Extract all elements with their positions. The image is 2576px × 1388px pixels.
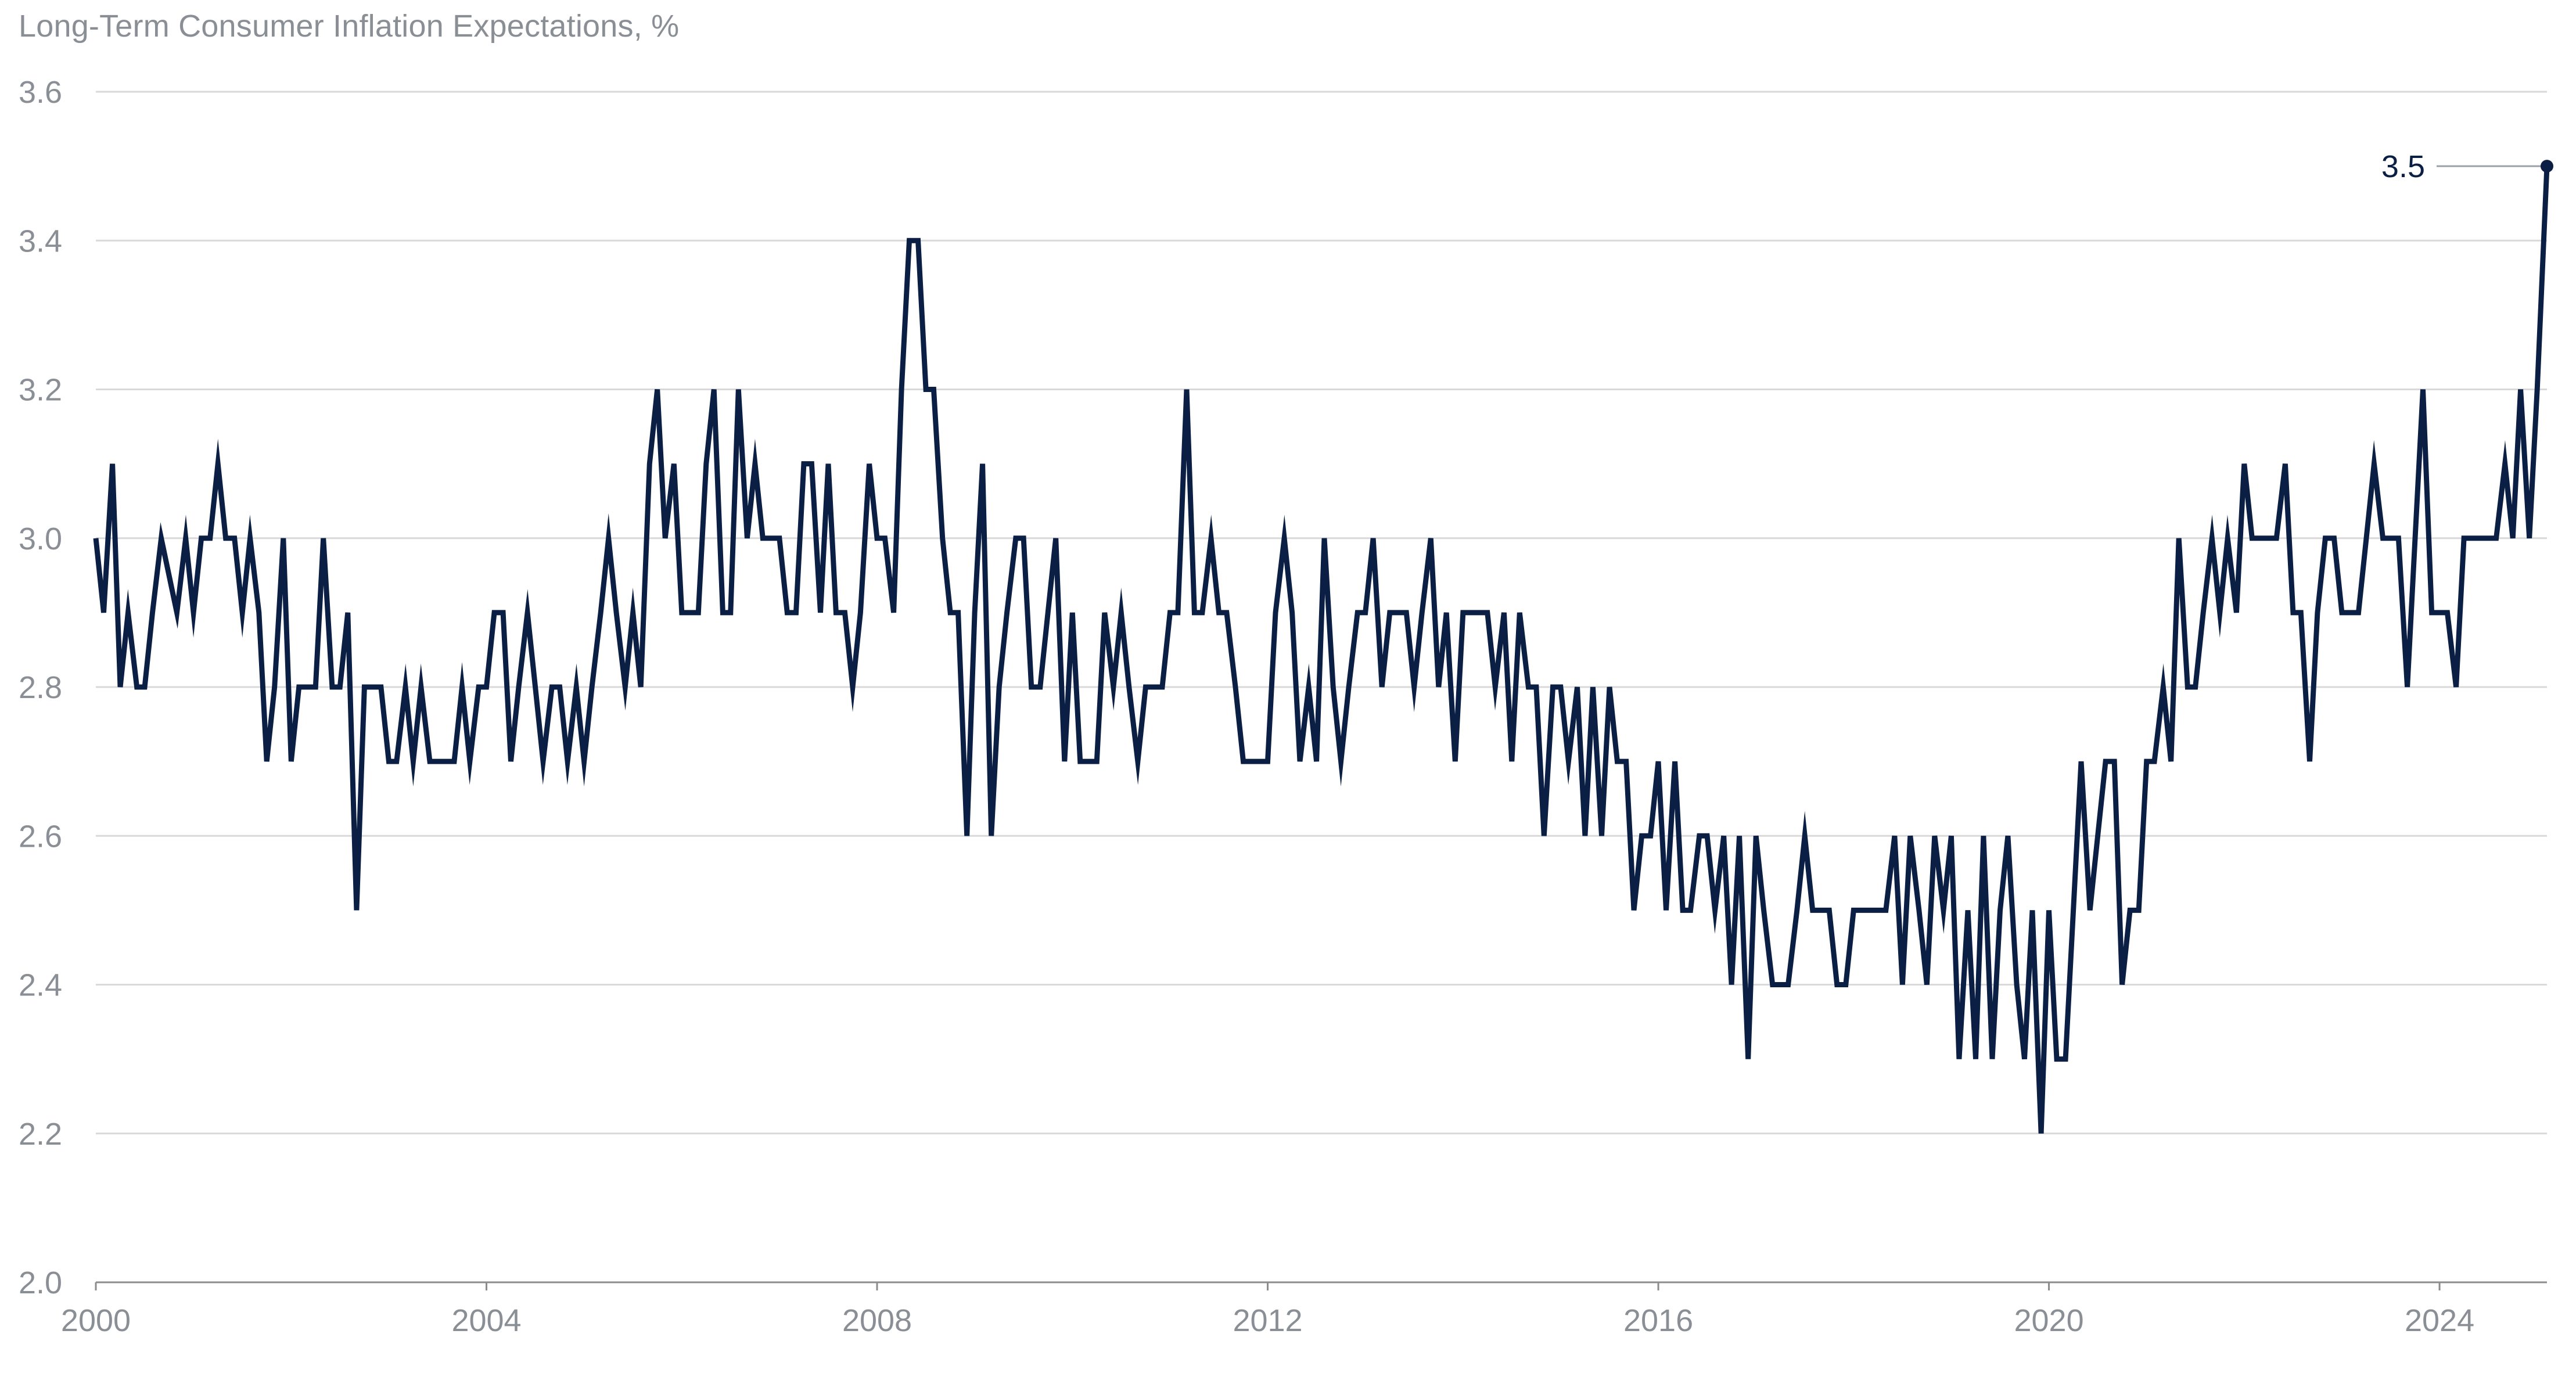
y-tick-label: 2.0 bbox=[19, 1265, 62, 1300]
y-tick-label: 2.2 bbox=[19, 1117, 62, 1152]
annotation: 3.5 bbox=[2381, 149, 2553, 184]
x-tick-label: 2004 bbox=[451, 1303, 521, 1338]
y-tick-label: 3.0 bbox=[19, 522, 62, 556]
chart-title: Long-Term Consumer Inflation Expectation… bbox=[19, 9, 680, 44]
x-tick-label: 2000 bbox=[61, 1303, 131, 1338]
x-tick-label: 2008 bbox=[842, 1303, 912, 1338]
y-tick-label: 3.6 bbox=[19, 75, 62, 110]
series-layer bbox=[93, 166, 2550, 1134]
y-axis-ticks: 2.0 2.2 2.4 2.6 2.8 3.0 3.2 3.4 3.6 bbox=[19, 75, 62, 1300]
y-tick-label: 2.6 bbox=[19, 819, 62, 854]
y-tick-label: 3.2 bbox=[19, 373, 62, 408]
x-tick-label: 2024 bbox=[2405, 1303, 2474, 1338]
series-line bbox=[93, 166, 2550, 1134]
x-tick-label: 2016 bbox=[1623, 1303, 1693, 1338]
annotation-label: 3.5 bbox=[2381, 149, 2425, 184]
y-tick-label: 2.4 bbox=[19, 968, 62, 1003]
x-tick-label: 2020 bbox=[2014, 1303, 2083, 1338]
last-value-marker bbox=[2541, 160, 2553, 173]
y-tick-label: 2.8 bbox=[19, 670, 62, 705]
x-tick-label: 2012 bbox=[1233, 1303, 1302, 1338]
y-tick-label: 3.4 bbox=[19, 224, 62, 258]
x-axis-ticks: 2000 2004 2008 2012 2016 2020 2024 bbox=[61, 1282, 2474, 1338]
